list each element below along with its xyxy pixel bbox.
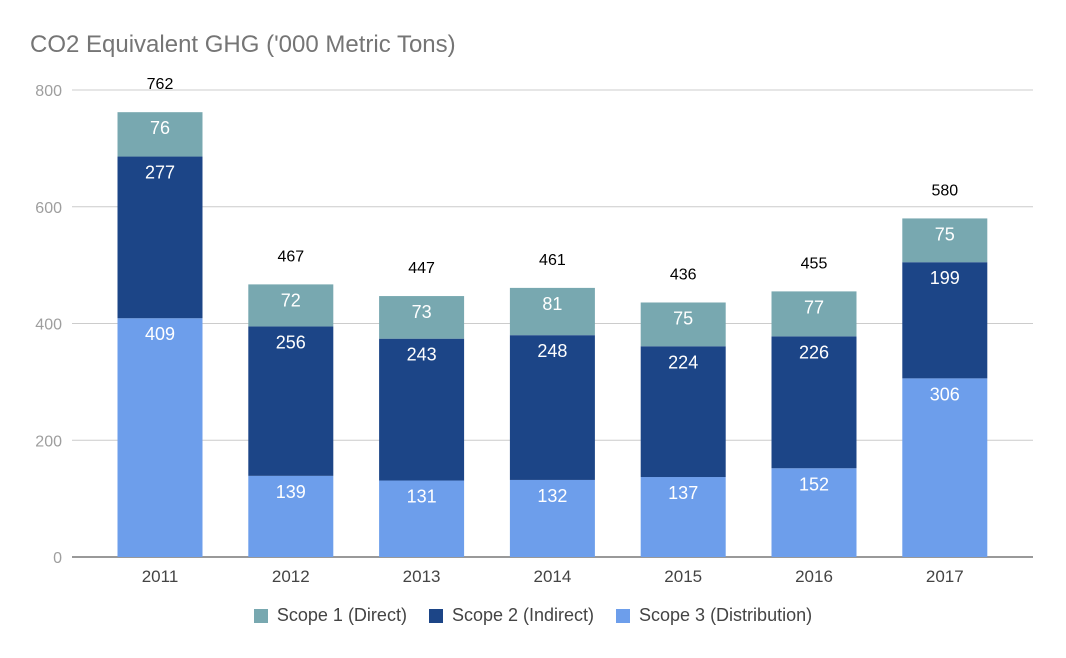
bar-segment xyxy=(379,338,465,481)
chart-title: CO2 Equivalent GHG ('000 Metric Tons) xyxy=(30,31,456,58)
segment-value-label: 277 xyxy=(145,163,175,183)
bar-segment xyxy=(379,480,465,557)
bar-segment xyxy=(248,284,334,327)
y-tick-label: 400 xyxy=(35,317,62,334)
bar-segment xyxy=(902,218,988,263)
bar-segment xyxy=(771,468,857,557)
segment-value-label: 256 xyxy=(276,332,306,352)
legend-item: Scope 3 (Distribution) xyxy=(616,605,812,626)
y-tick-label: 200 xyxy=(35,433,62,450)
segment-value-label: 139 xyxy=(276,482,306,502)
bars xyxy=(117,112,988,557)
data-labels: 409 277 76 762 139 256 72 467 131 243 73 447 132 248 8… xyxy=(145,76,960,506)
x-tick-label: 2016 xyxy=(795,567,833,586)
legend: Scope 1 (Direct) Scope 2 (Indirect) Scope … xyxy=(0,605,1066,626)
legend-item: Scope 2 (Indirect) xyxy=(428,605,595,626)
y-axis-ticks: 0 200 400 600 800 xyxy=(35,83,62,567)
total-value-label: 461 xyxy=(539,252,566,269)
segment-value-label: 409 xyxy=(145,324,175,344)
bar-segment xyxy=(509,479,595,557)
segment-value-label: 152 xyxy=(799,474,829,494)
bar-segment xyxy=(117,156,203,319)
x-tick-label: 2017 xyxy=(926,567,964,586)
bar-segment xyxy=(117,112,203,157)
segment-value-label: 137 xyxy=(668,483,698,503)
segment-value-label: 243 xyxy=(407,345,437,365)
bar-segment xyxy=(117,318,203,557)
segment-value-label: 72 xyxy=(281,290,301,310)
segment-value-label: 199 xyxy=(930,268,960,288)
total-value-label: 580 xyxy=(931,182,958,199)
segment-value-label: 75 xyxy=(935,224,955,244)
bar-segment xyxy=(379,296,465,339)
total-value-label: 455 xyxy=(801,255,828,272)
stacked-bar-chart: 0 200 400 600 800 409 277 76 762 139 256 72 467 131 2… xyxy=(35,76,1033,586)
bar-segment xyxy=(902,262,988,379)
legend-swatch xyxy=(616,608,631,623)
x-tick-label: 2013 xyxy=(403,567,441,586)
segment-value-label: 75 xyxy=(673,308,693,328)
segment-value-label: 132 xyxy=(537,486,567,506)
segment-value-label: 77 xyxy=(804,297,824,317)
bar-segment xyxy=(640,477,726,557)
segment-value-label: 224 xyxy=(668,352,698,372)
x-tick-label: 2014 xyxy=(533,567,571,586)
total-value-label: 436 xyxy=(670,266,697,283)
x-tick-label: 2015 xyxy=(664,567,702,586)
legend-label: Scope 2 (Indirect) xyxy=(451,605,595,625)
x-tick-label: 2012 xyxy=(272,567,310,586)
legend-label: Scope 1 (Direct) xyxy=(276,605,407,625)
bar-segment xyxy=(771,336,857,469)
total-value-label: 447 xyxy=(408,260,435,277)
bar-segment xyxy=(509,335,595,480)
legend-label: Scope 3 (Distribution) xyxy=(639,605,813,625)
segment-value-label: 76 xyxy=(150,118,170,138)
bar-segment xyxy=(509,287,595,336)
total-value-label: 762 xyxy=(147,76,174,93)
segment-value-label: 248 xyxy=(537,341,567,361)
y-tick-label: 800 xyxy=(35,83,62,100)
y-tick-label: 0 xyxy=(53,550,62,567)
bar-segment xyxy=(902,378,988,557)
segment-value-label: 226 xyxy=(799,342,829,362)
total-value-label: 467 xyxy=(277,248,304,265)
segment-value-label: 131 xyxy=(407,487,437,507)
legend-item: Scope 1 (Direct) xyxy=(253,605,407,626)
bar-segment xyxy=(771,291,857,337)
segment-value-label: 306 xyxy=(930,384,960,404)
legend-swatch xyxy=(428,608,443,623)
bar-segment xyxy=(248,326,334,476)
legend-swatch xyxy=(253,608,268,623)
segment-value-label: 81 xyxy=(542,294,562,314)
bar-segment xyxy=(640,302,726,347)
bar-segment xyxy=(640,346,726,478)
bar-segment xyxy=(248,475,334,557)
x-tick-label: 2011 xyxy=(142,567,179,586)
x-axis-ticks: 2011 2012 2013 2014 2015 2016 2017 xyxy=(142,567,964,586)
segment-value-label: 73 xyxy=(412,302,432,322)
y-tick-label: 600 xyxy=(35,200,62,217)
